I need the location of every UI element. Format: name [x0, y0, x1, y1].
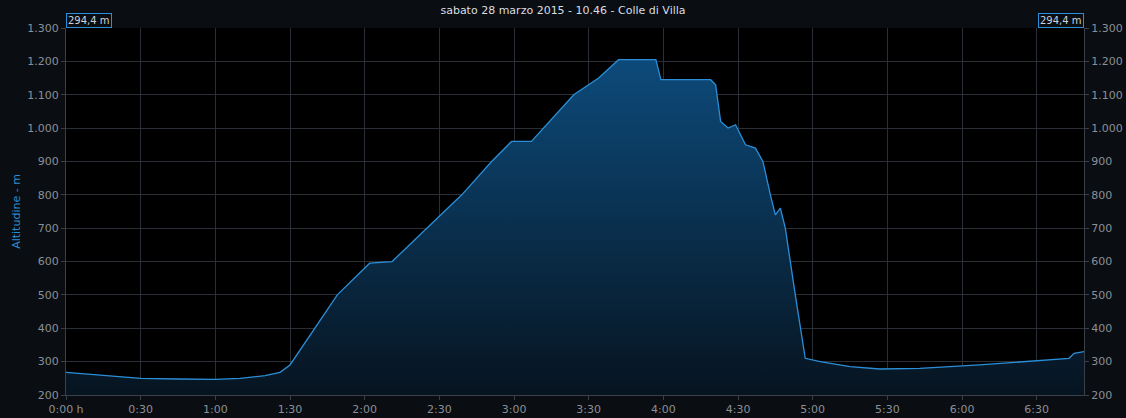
- svg-text:sabato 28 marzo 2015 - 10.46 -: sabato 28 marzo 2015 - 10.46 - Colle di …: [440, 4, 685, 17]
- svg-text:1.100: 1.100: [27, 89, 59, 102]
- svg-text:800: 800: [38, 189, 59, 202]
- svg-text:0:30: 0:30: [128, 403, 153, 416]
- svg-text:1:30: 1:30: [278, 403, 303, 416]
- svg-text:6:00: 6:00: [950, 403, 975, 416]
- svg-text:1:00: 1:00: [203, 403, 228, 416]
- svg-text:2:00: 2:00: [352, 403, 377, 416]
- svg-text:500: 500: [1091, 289, 1112, 302]
- svg-text:200: 200: [38, 389, 59, 402]
- svg-text:3:30: 3:30: [576, 403, 601, 416]
- svg-text:1.200: 1.200: [27, 55, 59, 68]
- svg-text:1.300: 1.300: [27, 22, 59, 35]
- svg-text:4:00: 4:00: [651, 403, 676, 416]
- svg-text:200: 200: [1091, 389, 1112, 402]
- svg-text:1.100: 1.100: [1091, 89, 1123, 102]
- svg-text:6:30: 6:30: [1024, 403, 1049, 416]
- svg-text:5:30: 5:30: [875, 403, 900, 416]
- svg-text:1.200: 1.200: [1091, 55, 1123, 68]
- svg-text:400: 400: [1091, 322, 1112, 335]
- svg-text:294,4 m: 294,4 m: [68, 15, 110, 26]
- svg-text:294,4 m: 294,4 m: [1040, 15, 1082, 26]
- svg-text:0:00 h: 0:00 h: [48, 403, 83, 416]
- svg-text:800: 800: [1091, 189, 1112, 202]
- svg-text:300: 300: [1091, 355, 1112, 368]
- svg-text:300: 300: [38, 355, 59, 368]
- svg-text:4:30: 4:30: [726, 403, 751, 416]
- svg-text:600: 600: [38, 255, 59, 268]
- svg-text:1.000: 1.000: [1091, 122, 1123, 135]
- svg-text:1.000: 1.000: [27, 122, 59, 135]
- svg-text:3:00: 3:00: [502, 403, 527, 416]
- svg-text:1.300: 1.300: [1091, 22, 1123, 35]
- svg-text:500: 500: [38, 289, 59, 302]
- svg-text:900: 900: [38, 155, 59, 168]
- svg-text:5:00: 5:00: [800, 403, 825, 416]
- svg-text:900: 900: [1091, 155, 1112, 168]
- svg-text:600: 600: [1091, 255, 1112, 268]
- svg-text:Altitudine - m: Altitudine - m: [10, 174, 23, 249]
- svg-text:700: 700: [38, 222, 59, 235]
- svg-text:700: 700: [1091, 222, 1112, 235]
- svg-text:400: 400: [38, 322, 59, 335]
- svg-text:2:30: 2:30: [427, 403, 452, 416]
